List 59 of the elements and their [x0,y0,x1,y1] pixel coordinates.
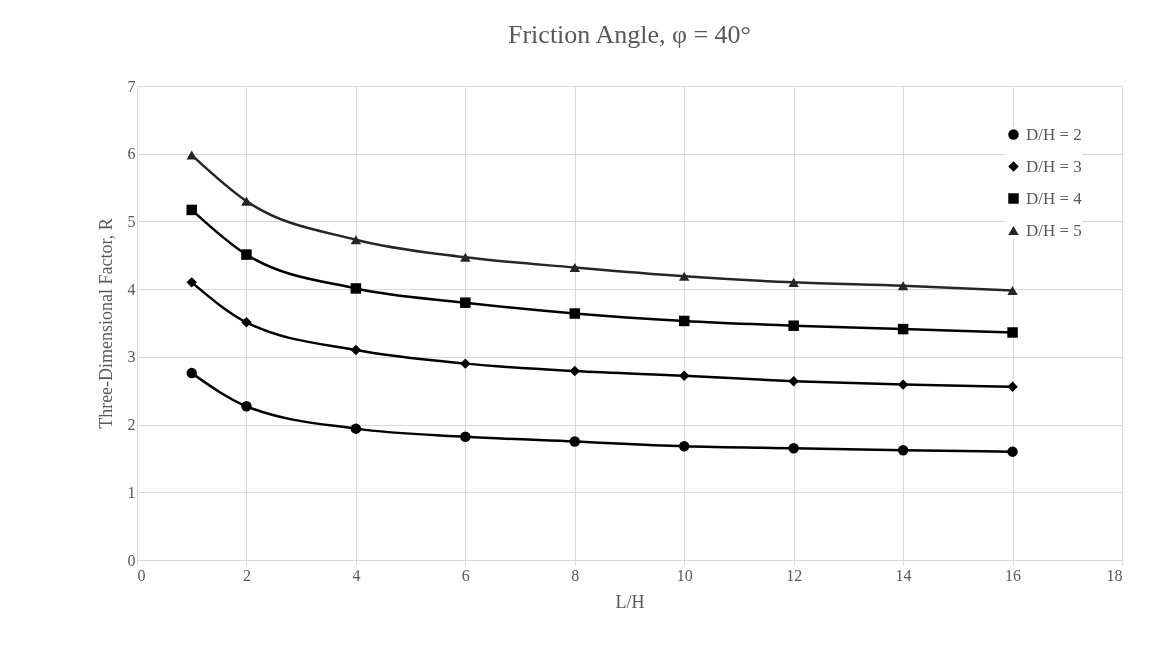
point [350,423,362,434]
point [241,317,252,328]
x-tick-label: 8 [571,566,580,584]
y-axis-title: Three-Dimensional Factor, R [95,218,116,429]
point [897,445,909,456]
point [678,271,690,281]
point [678,370,690,382]
point [569,436,581,447]
point [350,235,362,245]
point [460,297,471,308]
point [569,262,581,273]
point [241,401,252,412]
point [1007,446,1018,457]
point [241,196,252,206]
x-tick-label: 18 [1106,566,1123,584]
point [186,367,197,379]
x-tick-label: 14 [895,566,912,584]
point [186,150,197,160]
x-axis-title: L/H [615,591,645,612]
point [788,277,799,287]
x-tick-label: 2 [242,566,251,584]
legend-label: D/H = 2 [1026,124,1082,144]
y-tick-label: 7 [127,77,136,95]
x-tick-label: 16 [1005,566,1022,584]
legend-label: D/H = 4 [1026,188,1083,208]
point [569,308,581,319]
point [460,358,471,369]
point [788,443,799,454]
point [897,281,909,291]
chart-title: Friction Angle, φ = 40° [507,20,752,49]
point [1007,285,1018,296]
y-tick-label: 0 [127,551,136,569]
point [186,204,197,216]
y-tick-label: 6 [127,145,136,163]
point [897,379,909,390]
point [897,323,909,335]
point [241,249,252,260]
legend-label: D/H = 5 [1026,220,1082,240]
point [678,441,690,452]
point [1007,327,1018,338]
x-tick-label: 4 [352,566,361,584]
x-tick-label: 10 [676,566,693,584]
y-tick-label: 3 [127,348,136,366]
point [460,431,471,442]
y-tick-label: 1 [127,483,136,501]
point [788,375,799,387]
point [350,344,362,356]
point [1007,381,1018,392]
point [350,283,362,294]
x-tick-label: 6 [461,566,470,584]
y-tick-label: 5 [127,212,136,230]
legend-label: D/H = 3 [1026,156,1082,176]
point [788,320,799,331]
x-tick-label: 12 [786,566,803,584]
y-tick-label: 4 [127,280,136,298]
y-tick-label: 2 [127,416,136,434]
point [186,277,197,288]
point [460,252,471,262]
point [678,315,690,327]
